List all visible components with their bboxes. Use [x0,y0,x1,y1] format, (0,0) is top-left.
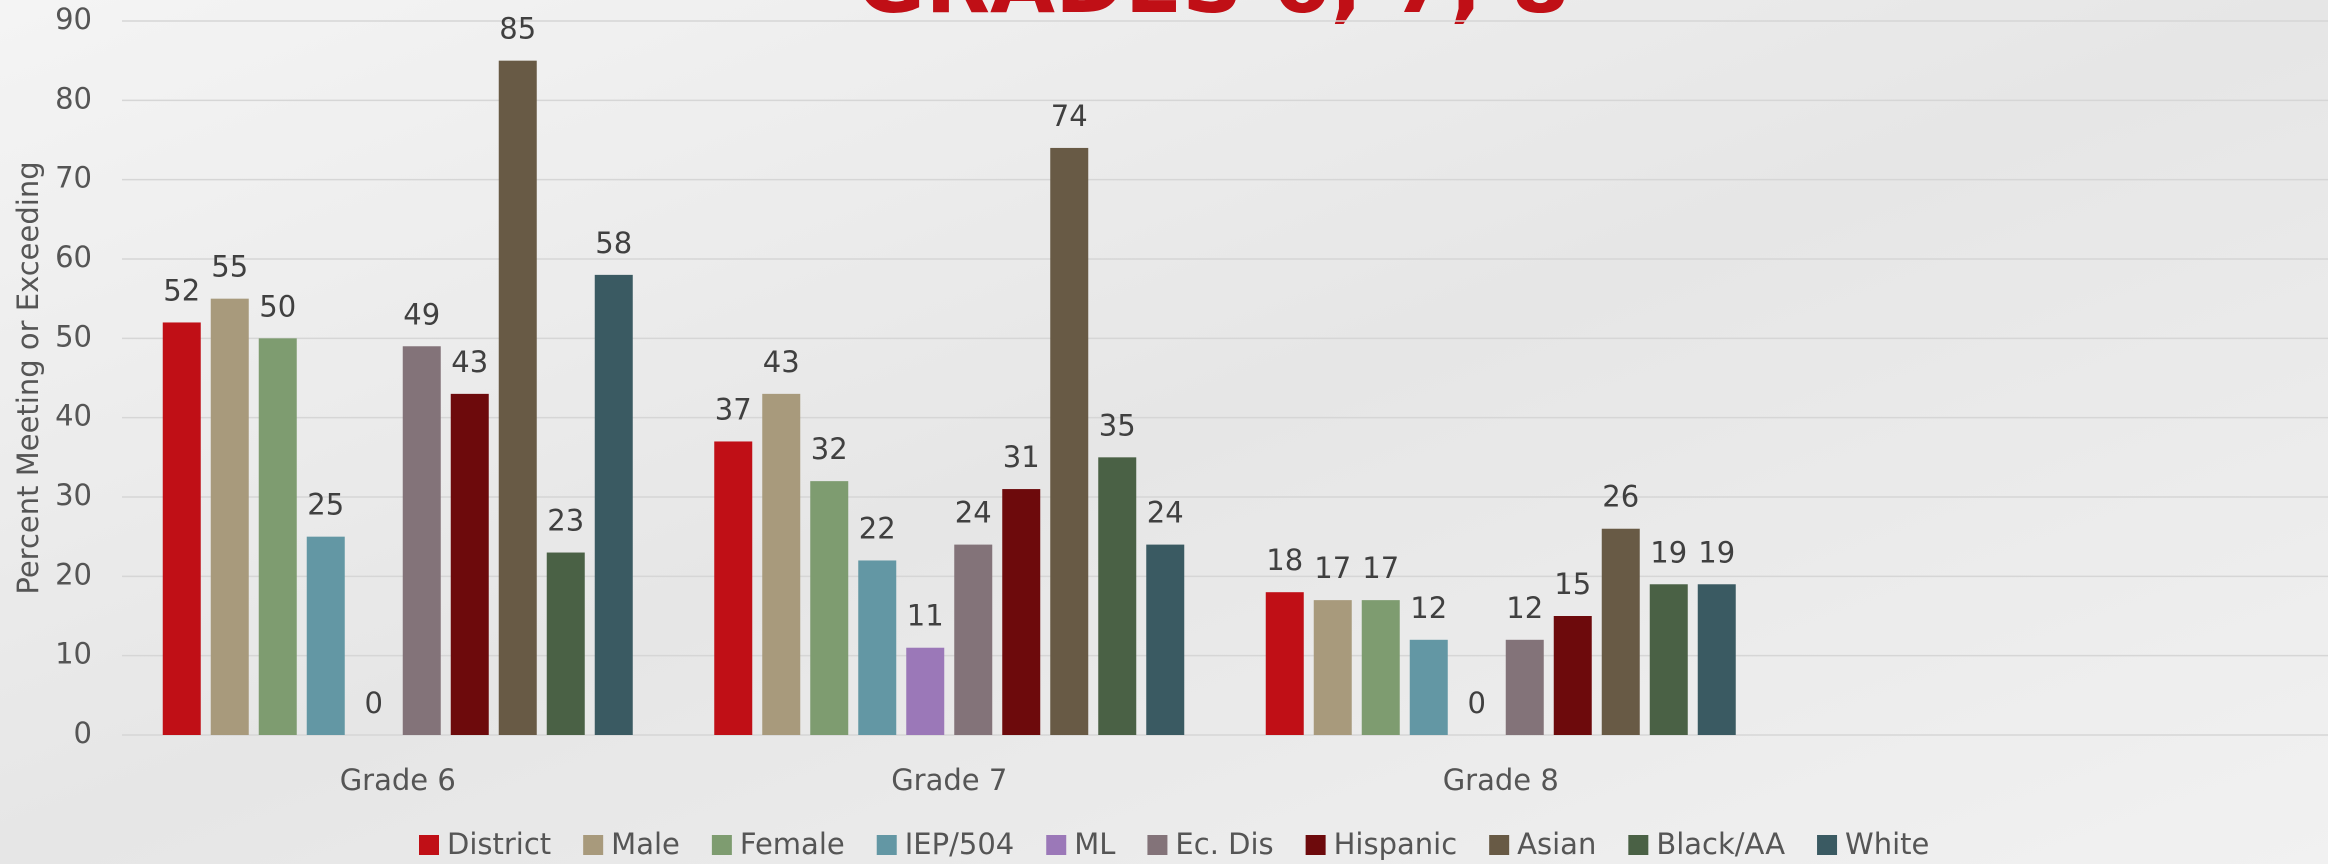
bar [1050,147,1089,735]
y-tick-label: 90 [55,2,92,36]
chart-title: GRADES 6, 7, 8 [856,0,1569,32]
bar [546,552,585,735]
legend-label: White [1845,827,1929,861]
data-label: 26 [1602,480,1639,514]
bar [1098,457,1137,735]
bar [1146,544,1185,735]
data-label: 37 [715,392,752,426]
data-label: 74 [1051,99,1088,133]
legend-swatch [1046,835,1067,855]
legend-swatch [419,835,439,855]
bar [1505,639,1544,735]
bar [450,393,489,735]
y-tick-label: 50 [55,319,92,353]
data-label: 24 [955,496,992,530]
data-label: 31 [1003,440,1040,474]
data-label: 12 [1506,591,1543,625]
bar [810,481,849,735]
x-tick-label: Grade 8 [1443,763,1559,797]
y-tick-label: 70 [55,161,92,195]
y-tick-label: 0 [74,716,92,750]
y-tick-label: 40 [55,399,92,433]
bar [210,298,249,735]
bar [162,322,201,735]
bar [858,560,897,735]
legend-swatch [583,835,604,855]
y-axis-label: Percent Meeting or Exceeding [11,161,45,594]
bar [402,346,441,735]
data-label: 55 [211,250,248,284]
data-label: 23 [547,504,584,538]
data-label: 43 [763,345,800,379]
legend-swatch [1147,835,1168,855]
data-label: 35 [1099,408,1136,442]
bar [906,647,945,735]
legend-label: IEP/504 [905,827,1015,861]
data-label: 49 [403,297,440,331]
legend-swatch [1305,835,1326,855]
bar [594,274,633,735]
data-label: 17 [1314,551,1351,585]
bar [306,536,345,735]
legend-swatch [1628,835,1649,855]
data-label: 0 [1468,686,1486,720]
data-label: 19 [1650,535,1687,569]
y-tick-label: 80 [55,81,92,115]
data-label: 15 [1554,567,1591,601]
legend-label: Ec. Dis [1175,827,1273,861]
data-label: 22 [859,511,896,545]
legend-label: Asian [1517,827,1596,861]
data-label: 12 [1410,591,1447,625]
data-label: 24 [1147,496,1184,530]
bar [1553,616,1592,735]
legend-label: ML [1074,827,1115,861]
data-label: 17 [1362,551,1399,585]
bar [762,393,801,735]
data-label: 50 [259,289,296,323]
y-tick-label: 10 [55,637,92,671]
legend-label: Female [740,827,845,861]
bar [1649,584,1688,735]
data-label: 58 [595,226,632,260]
legend-swatch [1489,835,1510,855]
bar [954,544,993,735]
y-tick-label: 30 [55,478,92,512]
data-label: 11 [907,599,944,633]
bar [1265,592,1304,735]
data-label: 0 [365,686,383,720]
bar [1601,528,1640,735]
bar [1409,639,1448,735]
data-label: 25 [307,488,344,522]
data-label: 18 [1266,543,1303,577]
data-label: 19 [1698,535,1735,569]
legend-label: District [447,827,551,861]
x-tick-label: Grade 7 [891,763,1007,797]
bar [498,60,537,735]
legend-label: Hispanic [1334,827,1458,861]
data-label: 52 [163,273,200,307]
legend-label: Male [611,827,680,861]
legend-swatch [1817,835,1838,855]
legend-swatch [876,835,897,855]
bar [1361,600,1400,735]
bar [258,338,297,735]
bar [1697,584,1736,735]
legend-label: Black/AA [1656,827,1785,861]
bar [714,441,753,735]
bar [1313,600,1352,735]
y-tick-label: 60 [55,240,92,274]
y-tick-label: 20 [55,557,92,591]
data-label: 85 [499,12,536,46]
data-label: 32 [811,432,848,466]
legend-swatch [711,835,732,855]
data-label: 43 [451,345,488,379]
x-tick-label: Grade 6 [340,763,456,797]
bar [1002,489,1041,735]
